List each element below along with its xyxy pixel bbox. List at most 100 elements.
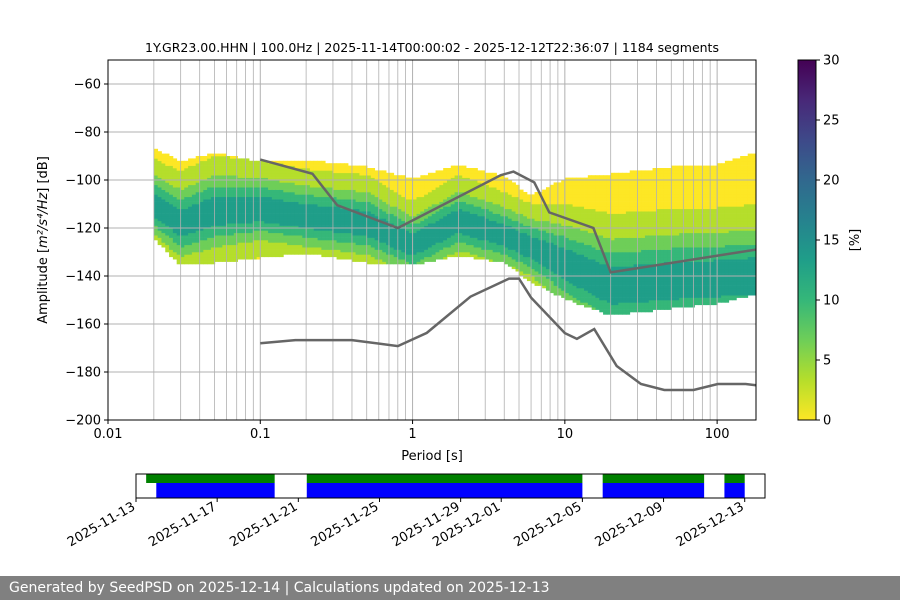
heatmap-cell	[469, 216, 475, 219]
heatmap-cell	[393, 211, 398, 214]
heatmap-cell	[222, 204, 227, 207]
heatmap-cell	[306, 211, 311, 214]
heatmap-cell	[606, 300, 612, 303]
heatmap-cell	[439, 216, 444, 219]
heatmap-cell	[591, 216, 596, 219]
heatmap-cell	[389, 213, 395, 217]
heatmap-cell	[443, 242, 448, 246]
heatmap-cell	[427, 249, 433, 253]
heatmap-cell	[302, 220, 307, 224]
heatmap-cell	[226, 208, 231, 212]
heatmap-cell	[287, 204, 292, 207]
heatmap-cell	[462, 225, 467, 229]
heatmap-cell	[172, 228, 178, 231]
heatmap-cell	[572, 189, 577, 193]
heatmap-cell	[233, 194, 238, 198]
heatmap-cell	[298, 211, 303, 214]
heatmap-cell	[188, 187, 193, 190]
heatmap-cell	[348, 177, 353, 181]
heatmap-cell	[344, 165, 349, 169]
heatmap-cell	[561, 256, 566, 260]
heatmap-cell	[207, 228, 212, 231]
heatmap-cell	[565, 280, 570, 284]
heatmap-cell	[226, 256, 231, 260]
heatmap-cell	[424, 240, 429, 243]
heatmap-cell	[340, 204, 345, 207]
heatmap-cell	[549, 247, 554, 250]
heatmap-cell	[545, 194, 551, 198]
heatmap-cell	[290, 225, 296, 229]
heatmap-cell	[542, 232, 547, 236]
heatmap-cell	[492, 218, 497, 222]
heatmap-cell	[298, 237, 303, 241]
heatmap-cell	[511, 187, 516, 190]
heatmap-cell	[328, 208, 334, 212]
heatmap-cell	[492, 201, 497, 205]
heatmap-cell	[466, 225, 471, 229]
heatmap-cell	[500, 228, 505, 231]
heatmap-cell	[580, 264, 585, 267]
heatmap-cell	[321, 194, 326, 198]
heatmap-cell	[218, 175, 223, 178]
heatmap-cell	[580, 177, 585, 181]
heatmap-cell	[466, 242, 471, 246]
heatmap-cell	[599, 220, 604, 224]
heatmap-cell	[545, 256, 551, 260]
heatmap-cell	[271, 187, 277, 190]
heatmap-cell	[405, 213, 410, 217]
heatmap-cell	[477, 192, 482, 195]
heatmap-cell	[408, 199, 414, 202]
heatmap-cell	[188, 220, 193, 224]
heatmap-cell	[565, 201, 570, 205]
heatmap-cell	[191, 163, 197, 166]
heatmap-cell	[530, 223, 535, 226]
heatmap-cell	[287, 216, 292, 219]
heatmap-cell	[526, 256, 532, 260]
heatmap-cell	[367, 244, 372, 248]
heatmap-cell	[500, 223, 505, 226]
heatmap-cell	[241, 230, 246, 234]
heatmap-cell	[199, 213, 204, 217]
heatmap-cell	[473, 254, 478, 258]
heatmap-cell	[203, 156, 208, 159]
heatmap-cell	[275, 184, 280, 188]
heatmap-cell	[401, 216, 406, 219]
heatmap-cell	[271, 189, 277, 193]
heatmap-cell	[157, 204, 162, 207]
heatmap-cell	[214, 252, 219, 255]
heatmap-cell	[169, 228, 174, 231]
heatmap-cell	[500, 230, 505, 234]
heatmap-cell	[172, 199, 178, 202]
heatmap-cell	[210, 180, 216, 183]
heatmap-cell	[393, 192, 398, 195]
heatmap-cell	[523, 232, 528, 236]
heatmap-cell	[344, 230, 349, 234]
heatmap-cell	[420, 177, 425, 181]
heatmap-cell	[161, 180, 166, 183]
heatmap-cell	[599, 283, 604, 286]
heatmap-cell	[188, 235, 193, 238]
heatmap-cell	[469, 172, 475, 176]
heatmap-cell	[306, 177, 311, 181]
heatmap-cell	[603, 211, 608, 214]
heatmap-cell	[283, 182, 288, 186]
heatmap-cell	[587, 175, 593, 178]
heatmap-cell	[568, 242, 574, 246]
heatmap-cell	[214, 235, 219, 238]
heatmap-cell	[561, 285, 566, 289]
heatmap-cell	[249, 213, 254, 217]
heatmap-cell	[511, 259, 516, 262]
heatmap-cell	[199, 237, 204, 241]
heatmap-cell	[591, 264, 596, 267]
heatmap-cell	[287, 182, 292, 186]
heatmap-cell	[161, 211, 166, 214]
heatmap-cell	[226, 206, 231, 210]
heatmap-cell	[450, 196, 455, 200]
heatmap-cell	[275, 211, 280, 214]
heatmap-cell	[458, 254, 463, 258]
heatmap-cell	[161, 235, 166, 238]
heatmap-cell	[591, 247, 596, 250]
heatmap-cell	[553, 256, 558, 260]
heatmap-cell	[169, 192, 174, 195]
heatmap-cell	[260, 199, 265, 202]
